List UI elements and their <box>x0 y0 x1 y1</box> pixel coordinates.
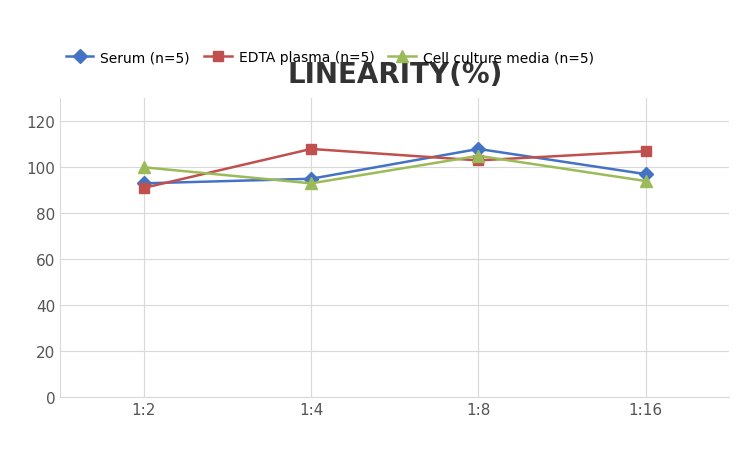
Cell culture media (n=5) <box>139 165 148 170</box>
Title: LINEARITY(%): LINEARITY(%) <box>287 60 502 88</box>
EDTA plasma (n=5) <box>139 186 148 191</box>
EDTA plasma (n=5) <box>307 147 316 152</box>
EDTA plasma (n=5) <box>474 158 483 164</box>
Line: Cell culture media (n=5): Cell culture media (n=5) <box>138 151 651 189</box>
Serum (n=5) <box>139 181 148 187</box>
Line: EDTA plasma (n=5): EDTA plasma (n=5) <box>139 145 650 193</box>
Line: Serum (n=5): Serum (n=5) <box>139 145 650 189</box>
Cell culture media (n=5) <box>641 179 650 184</box>
Serum (n=5) <box>641 172 650 178</box>
Serum (n=5) <box>474 147 483 152</box>
EDTA plasma (n=5) <box>641 149 650 155</box>
Legend: Serum (n=5), EDTA plasma (n=5), Cell culture media (n=5): Serum (n=5), EDTA plasma (n=5), Cell cul… <box>60 46 599 71</box>
Serum (n=5) <box>307 177 316 182</box>
Cell culture media (n=5) <box>474 154 483 159</box>
Cell culture media (n=5) <box>307 181 316 187</box>
